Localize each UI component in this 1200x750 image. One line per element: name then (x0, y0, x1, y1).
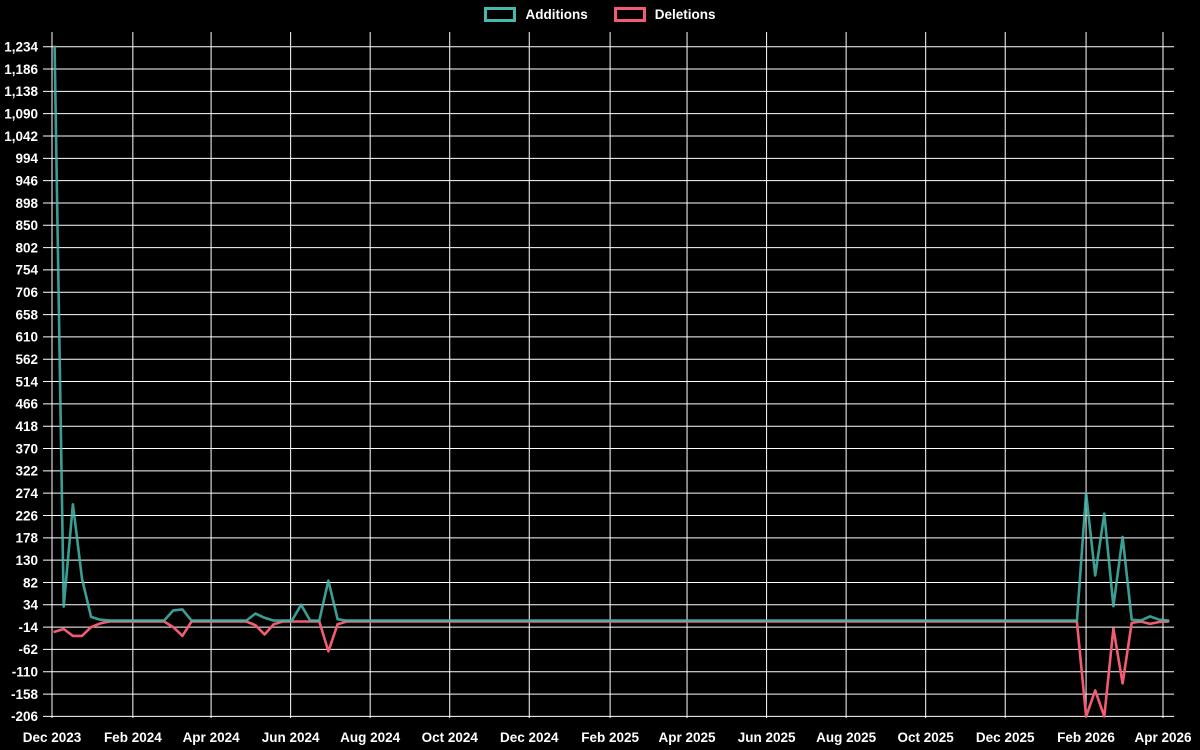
svg-text:-110: -110 (12, 665, 38, 680)
svg-text:Feb 2025: Feb 2025 (581, 730, 639, 745)
svg-text:Aug 2025: Aug 2025 (816, 730, 877, 745)
svg-text:Apr 2026: Apr 2026 (1134, 730, 1192, 745)
svg-text:466: 466 (15, 397, 38, 412)
svg-text:322: 322 (15, 464, 38, 479)
svg-text:1,138: 1,138 (4, 84, 38, 99)
deletions-swatch-icon (613, 7, 646, 22)
svg-text:34: 34 (23, 598, 39, 613)
svg-text:946: 946 (15, 173, 38, 188)
svg-text:130: 130 (15, 553, 38, 568)
legend-label-deletions: Deletions (654, 6, 716, 22)
svg-text:610: 610 (15, 330, 38, 345)
x-axis-labels: Dec 2023 Feb 2024 Apr 2024 Jun 2024 Aug 2024… (23, 730, 1192, 745)
svg-text:1,234: 1,234 (4, 40, 38, 55)
svg-text:658: 658 (15, 307, 38, 322)
svg-text:994: 994 (15, 151, 38, 166)
svg-text:Dec 2025: Dec 2025 (976, 730, 1035, 745)
svg-text:Dec 2024: Dec 2024 (500, 730, 559, 745)
svg-text:Apr 2024: Apr 2024 (183, 730, 241, 745)
svg-text:-206: -206 (11, 709, 39, 724)
deletions-line (53, 620, 1170, 718)
svg-text:1,090: 1,090 (4, 106, 38, 121)
svg-text:898: 898 (15, 196, 38, 211)
vertical-gridlines (51, 32, 1164, 718)
svg-text:Dec 2023: Dec 2023 (23, 730, 82, 745)
legend-item-deletions[interactable]: Deletions (613, 6, 716, 22)
svg-text:178: 178 (15, 531, 38, 546)
chart-legend: Additions Deletions (0, 7, 1200, 22)
svg-text:1,042: 1,042 (4, 129, 38, 144)
svg-text:706: 706 (15, 285, 38, 300)
y-axis-labels: 1,234 1,186 1,138 1,090 1,042 994 946 898 850 802… (4, 40, 38, 725)
svg-text:226: 226 (15, 508, 38, 523)
svg-text:802: 802 (15, 240, 38, 255)
svg-text:-158: -158 (11, 687, 39, 702)
svg-text:274: 274 (15, 486, 38, 501)
horizontal-gridlines (43, 46, 1174, 717)
legend-item-additions[interactable]: Additions (484, 6, 588, 22)
additions-line (53, 45, 1170, 622)
svg-text:Jun 2025: Jun 2025 (738, 730, 796, 745)
svg-text:Jun 2024: Jun 2024 (262, 730, 320, 745)
svg-text:370: 370 (15, 441, 38, 456)
additions-swatch-icon (484, 7, 517, 22)
svg-text:-14: -14 (18, 620, 38, 635)
svg-text:850: 850 (15, 218, 38, 233)
svg-text:514: 514 (15, 374, 38, 389)
legend-label-additions: Additions (525, 6, 588, 22)
svg-text:82: 82 (23, 575, 38, 590)
svg-text:754: 754 (15, 263, 38, 278)
svg-text:562: 562 (15, 352, 38, 367)
svg-text:1,186: 1,186 (4, 62, 38, 77)
svg-text:-62: -62 (18, 642, 38, 657)
svg-text:Apr 2025: Apr 2025 (659, 730, 717, 745)
svg-text:Feb 2024: Feb 2024 (104, 730, 162, 745)
svg-text:Oct 2025: Oct 2025 (898, 730, 955, 745)
svg-text:418: 418 (15, 419, 38, 434)
svg-text:Feb 2026: Feb 2026 (1057, 730, 1115, 745)
svg-text:Oct 2024: Oct 2024 (422, 730, 479, 745)
svg-text:Aug 2024: Aug 2024 (340, 730, 401, 745)
